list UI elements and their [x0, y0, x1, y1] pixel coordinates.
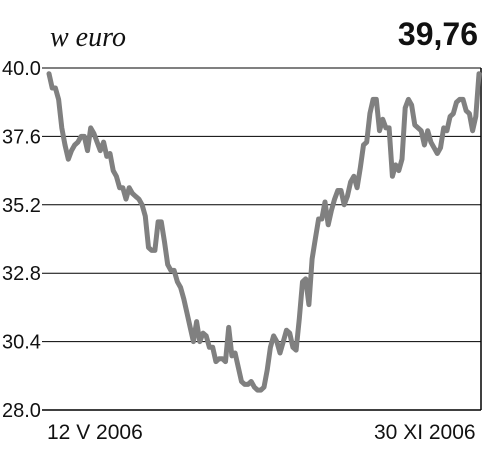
y-tick-label: 30.4 [2, 332, 41, 354]
y-tick-label: 40.0 [2, 58, 41, 80]
y-tick-label: 37.6 [2, 126, 41, 148]
gridlines [42, 67, 481, 343]
y-tick-label: 35.2 [2, 195, 41, 217]
last-value: 39,76 [397, 16, 478, 52]
price-line [46, 71, 482, 393]
y-axis-ticks: 28.0 30.4 32.8 35.2 37.6 40.0 [2, 58, 41, 422]
unit-label: w euro [50, 22, 126, 53]
x-end-label: 30 XI 2006 [374, 421, 476, 444]
x-start-label: 12 V 2006 [47, 421, 143, 444]
y-tick-label: 28.0 [2, 400, 41, 422]
y-tick-label: 32.8 [2, 263, 41, 285]
